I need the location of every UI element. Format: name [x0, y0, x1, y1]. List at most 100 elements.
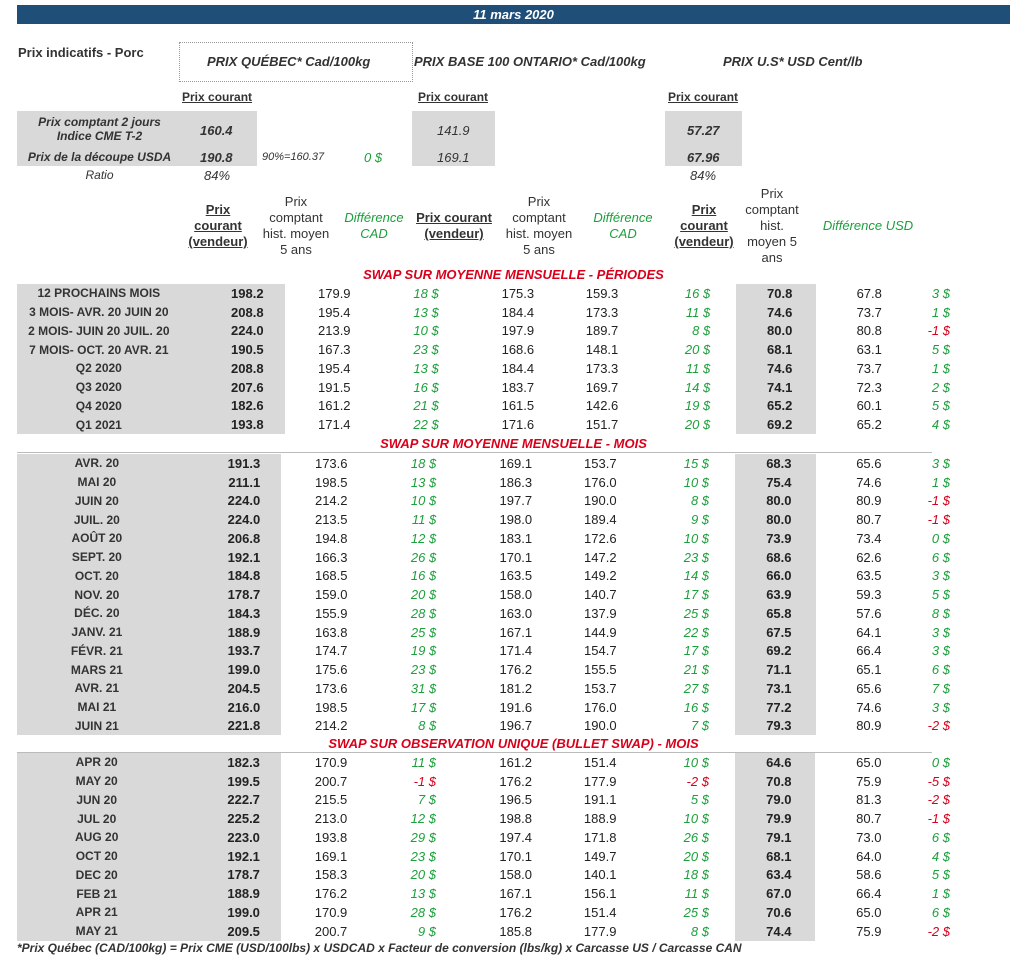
- quebec-hist: 175.6: [314, 662, 348, 678]
- ontario-price: 169.1: [499, 455, 533, 471]
- col-quebec-current-3: (vendeur): [188, 234, 248, 249]
- ontario-hist: 191.1: [583, 792, 617, 808]
- quebec-diff: 25 $: [410, 624, 437, 640]
- us-price: 75.4: [735, 472, 816, 492]
- us-diff: 6 $: [931, 829, 950, 845]
- us-hist: 65.0: [856, 754, 882, 770]
- quebec-price: 225.2: [176, 809, 281, 828]
- quebec-prix-courant: Prix courant: [182, 90, 253, 104]
- ontario-diff: 16 $: [684, 285, 711, 301]
- ontario-hist: 172.6: [584, 530, 617, 546]
- section-title: SWAP SUR MOYENNE MENSUELLE - MOIS: [380, 436, 647, 451]
- ontario-price: 167.1: [499, 886, 532, 902]
- table-row: 12 PROCHAINS MOIS 198.2 179.9 18 $ 175.3 159.…: [17, 284, 1024, 303]
- ontario-hist: 156.1: [583, 886, 617, 902]
- quebec-diff: 18 $: [410, 455, 437, 471]
- us-price: 66.0: [735, 566, 816, 586]
- quebec-diff: 28 $: [410, 605, 437, 621]
- quebec-price: 184.8: [176, 566, 282, 586]
- table-row: DEC 20 178.7 158.3 20 $ 158.0 140.1 18 $ 63.4 58…: [17, 865, 1024, 885]
- col-quebec-diff: Différence CAD: [338, 210, 410, 242]
- col-quebec-diff-2: CAD: [360, 226, 388, 241]
- col-us-diff: Différence USD: [808, 218, 928, 234]
- us-price: 80.0: [735, 491, 816, 511]
- us-price: 79.1: [734, 828, 816, 847]
- spot-usda-label: Prix de la découpe USDA: [27, 150, 172, 164]
- col-ontario-hist-4: 5 ans: [523, 242, 555, 257]
- table-row: FEB 21 188.9 176.2 13 $ 167.1 156.1 11 $ 67.0 66…: [17, 884, 1024, 903]
- us-diff: -1 $: [927, 493, 950, 509]
- us-hist: 64.0: [856, 848, 882, 864]
- quebec-price: 216.0: [176, 697, 282, 717]
- quebec-diff: 31 $: [410, 680, 437, 696]
- us-diff: -2 $: [927, 718, 950, 734]
- spot-usda-ontario: 169.1: [437, 150, 470, 165]
- ontario-hist: 173.3: [585, 360, 619, 376]
- us-diff: -5 $: [927, 773, 950, 789]
- ontario-price: 176.2: [499, 773, 532, 789]
- quebec-price: 198.2: [180, 284, 285, 303]
- section-divider: [17, 752, 932, 753]
- ontario-hist: 177.9: [583, 773, 617, 789]
- row-label: MAI 21: [17, 697, 177, 717]
- us-hist: 63.1: [856, 342, 882, 358]
- spot-ontario-bg: [412, 111, 495, 166]
- col-us-hist-5: ans: [761, 250, 783, 265]
- ontario-diff: 14 $: [684, 379, 711, 395]
- us-hist: 75.9: [856, 923, 882, 939]
- ontario-title: PRIX BASE 100 ONTARIO* Cad/100kg: [414, 54, 646, 69]
- quebec-diff: 22 $: [413, 417, 439, 433]
- us-price: 70.8: [734, 771, 816, 791]
- us-diff: 1 $: [931, 304, 950, 320]
- us-price: 74.4: [734, 921, 816, 941]
- us-diff: 6 $: [931, 904, 950, 920]
- row-label: MAI 20: [17, 472, 177, 492]
- row-label: DEC 20: [17, 865, 177, 885]
- quebec-hist: 179.9: [318, 285, 351, 301]
- row-label: JUIN 21: [17, 716, 177, 736]
- ontario-diff: 10 $: [683, 811, 709, 827]
- spot-usda-us: 67.96: [687, 150, 720, 165]
- us-price: 74.1: [736, 377, 817, 397]
- quebec-diff: 23 $: [413, 342, 439, 358]
- ontario-diff: 16 $: [683, 699, 710, 715]
- us-hist: 58.6: [856, 867, 882, 883]
- row-label: JANV. 21: [17, 622, 177, 642]
- ontario-diff: 8 $: [690, 923, 709, 939]
- us-price: 63.9: [735, 585, 816, 604]
- section-title: SWAP SUR OBSERVATION UNIQUE (BULLET SWAP…: [328, 736, 699, 751]
- ontario-hist: 151.4: [583, 904, 617, 920]
- ontario-diff: 15 $: [683, 455, 710, 471]
- us-diff: 1 $: [931, 360, 950, 376]
- quebec-price: 182.3: [176, 753, 281, 772]
- col-quebec-current-2: courant: [194, 218, 242, 233]
- table-row: MAY 21 209.5 200.7 9 $ 185.8 177.9 8 $ 74.4 75.9…: [17, 921, 1024, 941]
- table-row: AVR. 21 204.5 173.6 31 $ 181.2 153.7 27 $ 73.1 6…: [17, 679, 1024, 698]
- quebec-hist: 195.4: [318, 304, 351, 320]
- table-row: Q1 2021 193.8 171.4 22 $ 171.6 151.7 20 $ 69.2 6…: [17, 415, 1024, 434]
- quebec-diff: 19 $: [410, 643, 437, 659]
- row-label: 2 MOIS- JUIN 20 JUIL. 20: [17, 321, 181, 341]
- table-row: AVR. 20 191.3 173.6 18 $ 169.1 153.7 15 $ 68.3 6…: [17, 454, 1024, 473]
- us-hist: 74.6: [856, 699, 882, 715]
- quebec-hist: 159.0: [314, 587, 348, 603]
- quebec-hist: 215.5: [314, 792, 348, 808]
- quebec-hist: 158.3: [314, 867, 348, 883]
- us-diff: 1 $: [931, 474, 950, 490]
- row-label: OCT 20: [17, 846, 177, 866]
- ontario-price: 197.9: [501, 323, 535, 339]
- quebec-hist: 214.2: [314, 493, 348, 509]
- ontario-hist: 171.8: [583, 829, 617, 845]
- row-label: JUIN 20: [17, 491, 177, 511]
- col-us-hist-3: hist.: [760, 218, 784, 233]
- ontario-price: 184.4: [501, 360, 535, 376]
- quebec-hist: 166.3: [314, 549, 348, 565]
- us-price: 68.1: [734, 846, 816, 866]
- quebec-hist: 200.7: [314, 773, 348, 789]
- us-hist: 62.6: [856, 549, 882, 565]
- table-row: JUN 20 222.7 215.5 7 $ 196.5 191.1 5 $ 79.0 81.3…: [17, 790, 1024, 810]
- ontario-hist: 148.1: [585, 342, 619, 358]
- spot-cme-label: Prix comptant 2 jours Indice CME T-2: [17, 115, 182, 143]
- quebec-price: 204.5: [176, 679, 282, 698]
- col-quebec-current-1: Prix: [205, 202, 231, 217]
